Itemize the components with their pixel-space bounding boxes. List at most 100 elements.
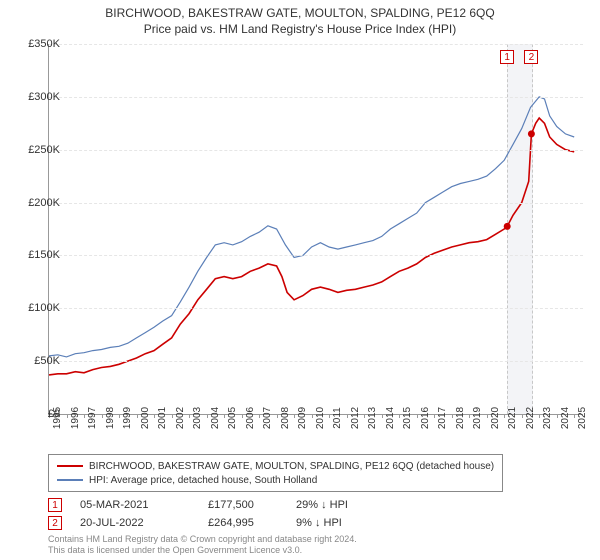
ytick-label: £300K bbox=[10, 91, 60, 103]
xtick-label: 2004 bbox=[210, 407, 221, 429]
gridline bbox=[49, 44, 583, 45]
xtick-label: 2017 bbox=[437, 407, 448, 429]
xtick-mark bbox=[207, 414, 208, 418]
xtick-label: 2020 bbox=[490, 407, 501, 429]
gridline bbox=[49, 150, 583, 151]
plot-area: 12 bbox=[48, 44, 583, 415]
gridline bbox=[49, 361, 583, 362]
xtick-mark bbox=[312, 414, 313, 418]
xtick-label: 2006 bbox=[245, 407, 256, 429]
xtick-label: 2005 bbox=[227, 407, 238, 429]
sale-delta: 9% ↓ HPI bbox=[296, 517, 406, 529]
marker-badge: 1 bbox=[48, 498, 62, 512]
xtick-mark bbox=[364, 414, 365, 418]
xtick-mark bbox=[329, 414, 330, 418]
title-address: BIRCHWOOD, BAKESTRAW GATE, MOULTON, SPAL… bbox=[0, 6, 600, 20]
sale-point-dot bbox=[504, 223, 511, 230]
xtick-mark bbox=[434, 414, 435, 418]
xtick-label: 2013 bbox=[367, 407, 378, 429]
xtick-mark bbox=[347, 414, 348, 418]
xtick-mark bbox=[452, 414, 453, 418]
xtick-label: 2022 bbox=[525, 407, 536, 429]
chart-container: BIRCHWOOD, BAKESTRAW GATE, MOULTON, SPAL… bbox=[0, 0, 600, 560]
xtick-label: 2024 bbox=[560, 407, 571, 429]
xtick-label: 1996 bbox=[70, 407, 81, 429]
ytick-label: £350K bbox=[10, 38, 60, 50]
xtick-label: 1999 bbox=[122, 407, 133, 429]
xtick-mark bbox=[522, 414, 523, 418]
legend-box: BIRCHWOOD, BAKESTRAW GATE, MOULTON, SPAL… bbox=[48, 454, 503, 492]
sale-price: £177,500 bbox=[208, 499, 278, 511]
sale-price: £264,995 bbox=[208, 517, 278, 529]
marker-badge: 2 bbox=[48, 516, 62, 530]
xtick-mark bbox=[172, 414, 173, 418]
xtick-label: 2010 bbox=[315, 407, 326, 429]
marker-box: 2 bbox=[524, 50, 538, 64]
xtick-mark bbox=[242, 414, 243, 418]
ytick-label: £200K bbox=[10, 197, 60, 209]
xtick-label: 2018 bbox=[455, 407, 466, 429]
ytick-label: £150K bbox=[10, 249, 60, 261]
xtick-label: 2015 bbox=[402, 407, 413, 429]
xtick-mark bbox=[277, 414, 278, 418]
xtick-mark bbox=[189, 414, 190, 418]
title-subtitle: Price paid vs. HM Land Registry's House … bbox=[0, 22, 600, 36]
footer-attribution: Contains HM Land Registry data © Crown c… bbox=[48, 534, 357, 556]
chart-svg bbox=[49, 44, 583, 414]
sale-date: 05-MAR-2021 bbox=[80, 499, 190, 511]
xtick-mark bbox=[504, 414, 505, 418]
xtick-label: 2011 bbox=[332, 407, 343, 429]
sales-row: 2 20-JUL-2022 £264,995 9% ↓ HPI bbox=[48, 514, 406, 532]
sale-point-dot bbox=[528, 130, 535, 137]
xtick-mark bbox=[294, 414, 295, 418]
xtick-label: 2016 bbox=[420, 407, 431, 429]
ytick-label: £250K bbox=[10, 144, 60, 156]
titles: BIRCHWOOD, BAKESTRAW GATE, MOULTON, SPAL… bbox=[0, 0, 600, 36]
sale-delta: 29% ↓ HPI bbox=[296, 499, 406, 511]
xtick-label: 2003 bbox=[192, 407, 203, 429]
xtick-mark bbox=[487, 414, 488, 418]
sale-date: 20-JUL-2022 bbox=[80, 517, 190, 529]
gridline bbox=[49, 97, 583, 98]
xtick-label: 2009 bbox=[297, 407, 308, 429]
sales-table: 1 05-MAR-2021 £177,500 29% ↓ HPI 2 20-JU… bbox=[48, 496, 406, 532]
xtick-mark bbox=[119, 414, 120, 418]
xtick-label: 2001 bbox=[157, 407, 168, 429]
marker-box: 1 bbox=[500, 50, 514, 64]
legend-swatch bbox=[57, 465, 83, 467]
gridline bbox=[49, 255, 583, 256]
xtick-mark bbox=[84, 414, 85, 418]
ytick-label: £100K bbox=[10, 302, 60, 314]
xtick-label: 2007 bbox=[262, 407, 273, 429]
xtick-label: 2023 bbox=[542, 407, 553, 429]
xtick-label: 2019 bbox=[472, 407, 483, 429]
footer-line: This data is licensed under the Open Gov… bbox=[48, 545, 357, 556]
legend-swatch bbox=[57, 479, 83, 481]
xtick-mark bbox=[382, 414, 383, 418]
xtick-label: 2014 bbox=[385, 407, 396, 429]
xtick-mark bbox=[574, 414, 575, 418]
xtick-label: 2000 bbox=[140, 407, 151, 429]
xtick-label: 1995 bbox=[52, 407, 63, 429]
legend-item: HPI: Average price, detached house, Sout… bbox=[57, 473, 494, 487]
gridline bbox=[49, 308, 583, 309]
legend-label: BIRCHWOOD, BAKESTRAW GATE, MOULTON, SPAL… bbox=[89, 461, 494, 472]
xtick-label: 2025 bbox=[577, 407, 588, 429]
gridline bbox=[49, 203, 583, 204]
xtick-label: 2002 bbox=[175, 407, 186, 429]
xtick-mark bbox=[557, 414, 558, 418]
xtick-label: 2008 bbox=[280, 407, 291, 429]
ytick-label: £50K bbox=[10, 355, 60, 367]
xtick-label: 2021 bbox=[507, 407, 518, 429]
xtick-label: 2012 bbox=[350, 407, 361, 429]
xtick-mark bbox=[102, 414, 103, 418]
xtick-mark bbox=[417, 414, 418, 418]
series-line bbox=[49, 97, 574, 357]
xtick-mark bbox=[224, 414, 225, 418]
xtick-mark bbox=[67, 414, 68, 418]
xtick-mark bbox=[469, 414, 470, 418]
xtick-mark bbox=[137, 414, 138, 418]
xtick-label: 1997 bbox=[87, 407, 98, 429]
legend-item: BIRCHWOOD, BAKESTRAW GATE, MOULTON, SPAL… bbox=[57, 459, 494, 473]
xtick-mark bbox=[259, 414, 260, 418]
